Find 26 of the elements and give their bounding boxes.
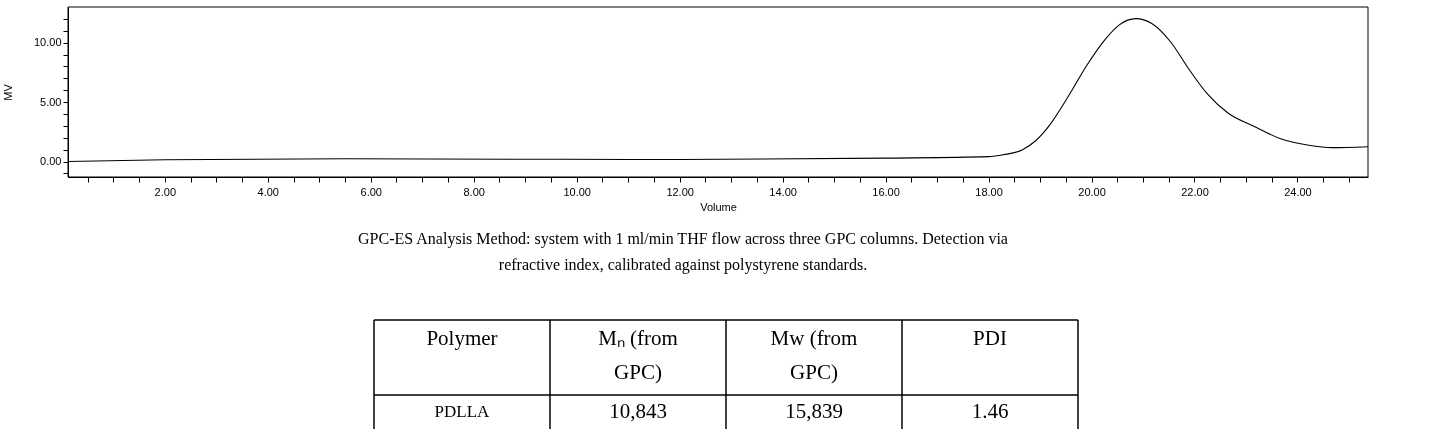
y-tick-label: 10.00 bbox=[33, 36, 62, 49]
x-tick-label: 18.00 bbox=[975, 185, 1003, 198]
x-tick-label: 6.00 bbox=[360, 185, 382, 198]
x-tick-label: 24.00 bbox=[1284, 185, 1312, 198]
y-tick-label: 0.00 bbox=[40, 155, 62, 168]
x-tick-label: 22.00 bbox=[1181, 185, 1209, 198]
x-tick-label: 12.00 bbox=[666, 185, 694, 198]
text: GPC-ES Analysis Method: system with 1 ml/min THF flow across three GPC columns. Detection via refractive index, calibrated against polystyrene standards. bbox=[358, 230, 1008, 274]
x-tick-label: 14.00 bbox=[769, 185, 797, 198]
x-axis-title: Volume bbox=[700, 200, 737, 213]
x-tick-label: 20.00 bbox=[1078, 185, 1106, 198]
x-tick-label: 16.00 bbox=[872, 185, 900, 198]
x-tick-label: 2.00 bbox=[154, 185, 176, 198]
text: 15,839 bbox=[785, 399, 843, 423]
text: PDLLA bbox=[434, 402, 491, 421]
text: Mₙ (from GPC) bbox=[598, 326, 678, 384]
y-tick-label: 5.00 bbox=[40, 95, 62, 108]
x-tick-label: 4.00 bbox=[257, 185, 279, 198]
text: 10,843 bbox=[609, 399, 667, 423]
y-axis-title: MV bbox=[1, 83, 14, 101]
x-tick-label: 10.00 bbox=[563, 185, 591, 198]
text: PDI bbox=[973, 326, 1007, 350]
text: Mw (from GPC) bbox=[770, 326, 858, 384]
x-tick-label: 8.00 bbox=[463, 185, 485, 198]
text: 1.46 bbox=[971, 399, 1009, 423]
text: Polymer bbox=[426, 326, 498, 350]
